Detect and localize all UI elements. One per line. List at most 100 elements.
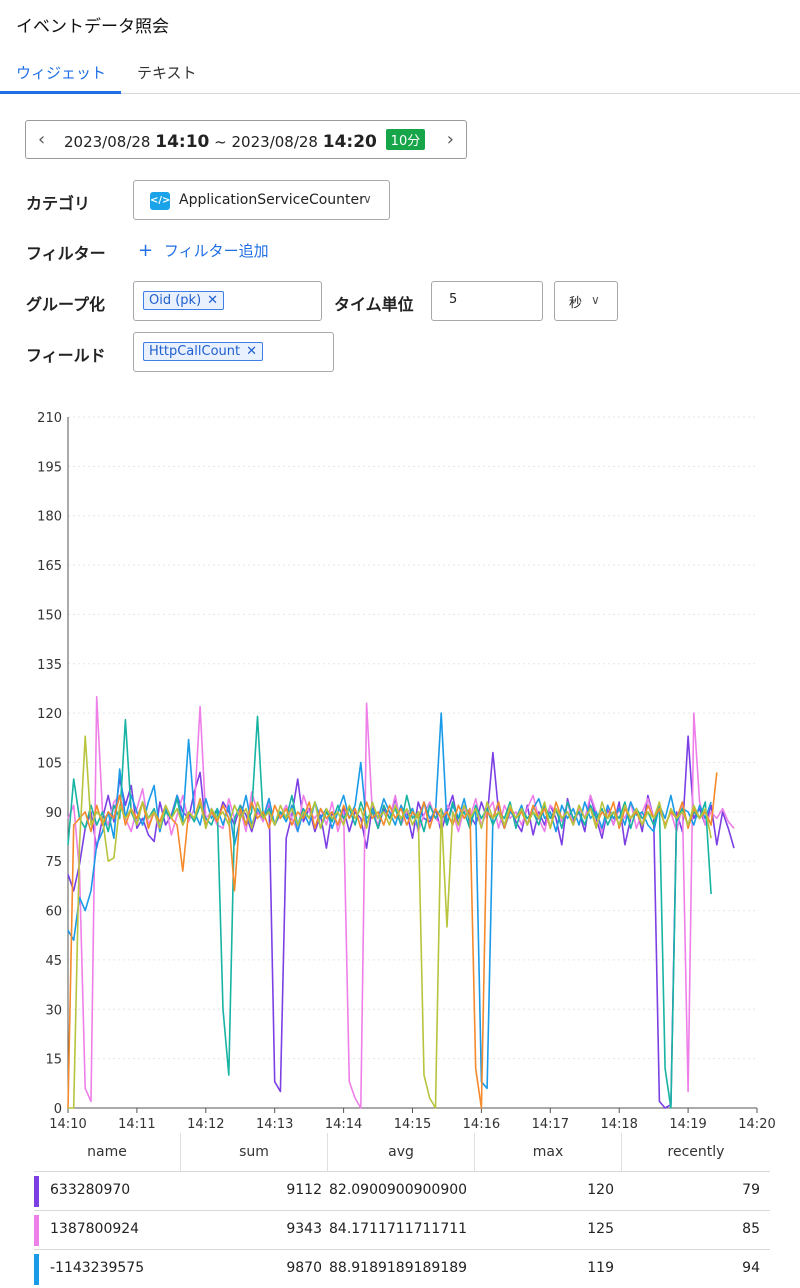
x-tick-label: 14:18 (600, 1117, 637, 1130)
end-date: 2023/08/28 (231, 133, 318, 151)
cell-max: 125 (587, 1221, 614, 1237)
chevron-down-icon: ∨ (591, 293, 600, 307)
series-line-5[interactable] (67, 772, 718, 1109)
y-tick-label: 0 (54, 1102, 62, 1117)
series-color-swatch (34, 1176, 39, 1207)
y-tick-label: 45 (45, 954, 62, 969)
cell-avg: 84.1711711711711 (329, 1221, 468, 1237)
x-tick-label: 14:14 (325, 1117, 362, 1130)
y-tick-label: 165 (37, 559, 62, 574)
cell-recently: 79 (742, 1182, 760, 1198)
time-unit-select-value: 秒 (569, 296, 583, 311)
cell-avg: 88.9189189189189 (329, 1260, 468, 1276)
table-row[interactable]: 633280970 9112 82.0900900900900 120 79 (34, 1171, 770, 1210)
x-tick-label: 14:16 (463, 1117, 500, 1130)
x-tick-label: 14:17 (532, 1117, 569, 1130)
y-tick-label: 210 (37, 411, 62, 426)
y-tick-label: 90 (45, 806, 62, 821)
line-chart: 0 15 30 45 60 75 90 105 120 135 150 165 180 195 210 14:… (37, 411, 776, 1130)
cell-avg: 82.0900900900900 (329, 1182, 468, 1198)
column-header-max[interactable]: max (475, 1133, 622, 1171)
y-tick-label: 15 (45, 1053, 62, 1068)
field-label: フィールド (26, 346, 106, 365)
field-tag: HttpCallCount ✕ (143, 342, 264, 361)
cell-recently: 85 (742, 1221, 760, 1237)
x-tick-label: 14:13 (256, 1117, 293, 1130)
filter-label: フィルター (26, 244, 106, 263)
x-tick-label: 14:10 (49, 1117, 86, 1130)
range-separator: ~ (214, 133, 227, 151)
date-range-picker[interactable]: ‹ 2023/08/28 14:10 ~ 2023/08/28 14:20 10… (25, 120, 467, 159)
cell-sum: 9870 (286, 1260, 322, 1276)
tab-text[interactable]: テキスト (137, 64, 197, 82)
start-date: 2023/08/28 (64, 133, 151, 151)
table-header: name sum avg max recently (34, 1133, 770, 1171)
y-tick-label: 105 (37, 757, 62, 772)
y-tick-label: 120 (37, 707, 62, 722)
chevron-left-icon[interactable]: ‹ (38, 129, 46, 150)
series-line-1[interactable] (67, 735, 735, 1109)
column-header-name[interactable]: name (34, 1133, 181, 1171)
table-row[interactable]: -1143239575 9870 88.9189189189189 119 94 (34, 1249, 770, 1288)
time-unit-label: タイム単位 (334, 295, 414, 314)
field-tag-label: HttpCallCount (149, 344, 241, 359)
chevron-down-icon: ∨ (363, 192, 372, 206)
field-input[interactable]: HttpCallCount ✕ (133, 332, 334, 372)
group-label: グループ化 (26, 295, 106, 314)
cell-sum: 9343 (286, 1221, 322, 1237)
column-header-recently[interactable]: recently (667, 1144, 725, 1160)
y-tick-label: 180 (37, 510, 62, 525)
x-tick-label: 14:20 (738, 1117, 775, 1130)
cell-max: 119 (587, 1260, 614, 1276)
series-line-2[interactable] (67, 695, 735, 1109)
cell-name: 1387800924 (50, 1221, 140, 1237)
cell-recently: 94 (742, 1260, 760, 1276)
time-unit-select[interactable]: 秒 ∨ (554, 281, 618, 321)
group-input[interactable]: Oid (pk) ✕ (133, 281, 322, 321)
series-line-3[interactable] (67, 712, 712, 1090)
y-tick-label: 30 (45, 1003, 62, 1018)
x-tick-label: 14:19 (669, 1117, 706, 1130)
cell-name: 633280970 (50, 1182, 131, 1198)
x-tick-label: 14:11 (118, 1117, 155, 1130)
close-icon[interactable]: ✕ (246, 344, 258, 359)
add-filter-button[interactable]: + フィルター追加 (138, 240, 269, 261)
column-header-sum[interactable]: sum (181, 1133, 328, 1171)
y-tick-label: 195 (37, 460, 62, 475)
group-tag-label: Oid (pk) (149, 293, 202, 308)
tab-widget[interactable]: ウィジェット (16, 64, 107, 82)
chevron-right-icon[interactable]: › (446, 129, 454, 150)
tab-bar: ウィジェット テキスト (0, 52, 800, 94)
x-tick-label: 14:12 (187, 1117, 224, 1130)
category-label: カテゴリ (26, 194, 91, 213)
table-row[interactable]: 1387800924 9343 84.1711711711711 125 85 (34, 1210, 770, 1249)
y-tick-label: 135 (37, 658, 62, 673)
code-icon: </> (150, 192, 170, 210)
series-line-6[interactable] (68, 735, 712, 1109)
cell-name: -1143239575 (50, 1260, 145, 1276)
category-value: ApplicationServiceCounter (179, 192, 365, 208)
series-color-swatch (34, 1254, 39, 1285)
page-title: イベントデータ照会 (16, 17, 169, 37)
time-unit-value: 5 (449, 292, 458, 307)
close-icon[interactable]: ✕ (207, 293, 219, 308)
series-line-4[interactable] (67, 715, 712, 1109)
end-time: 14:20 (322, 132, 377, 152)
group-tag: Oid (pk) ✕ (143, 291, 225, 310)
cell-sum: 9112 (286, 1182, 322, 1198)
category-select[interactable]: </> ApplicationServiceCounter ∨ (133, 180, 390, 220)
column-header-avg[interactable]: avg (328, 1133, 475, 1171)
tab-active-indicator (0, 91, 121, 94)
time-unit-input[interactable]: 5 (431, 281, 543, 321)
add-filter-label: フィルター追加 (163, 242, 269, 260)
duration-badge: 10分 (385, 129, 426, 150)
y-tick-label: 60 (45, 905, 62, 920)
cell-max: 120 (587, 1182, 614, 1198)
x-tick-label: 14:15 (394, 1117, 431, 1130)
start-time: 14:10 (155, 132, 210, 152)
y-tick-label: 75 (45, 855, 62, 870)
series-color-swatch (34, 1215, 39, 1246)
y-tick-label: 150 (37, 608, 62, 623)
date-range-text: 2023/08/28 14:10 ~ 2023/08/28 14:20 10分 (64, 129, 426, 152)
plus-icon: + (138, 240, 154, 261)
